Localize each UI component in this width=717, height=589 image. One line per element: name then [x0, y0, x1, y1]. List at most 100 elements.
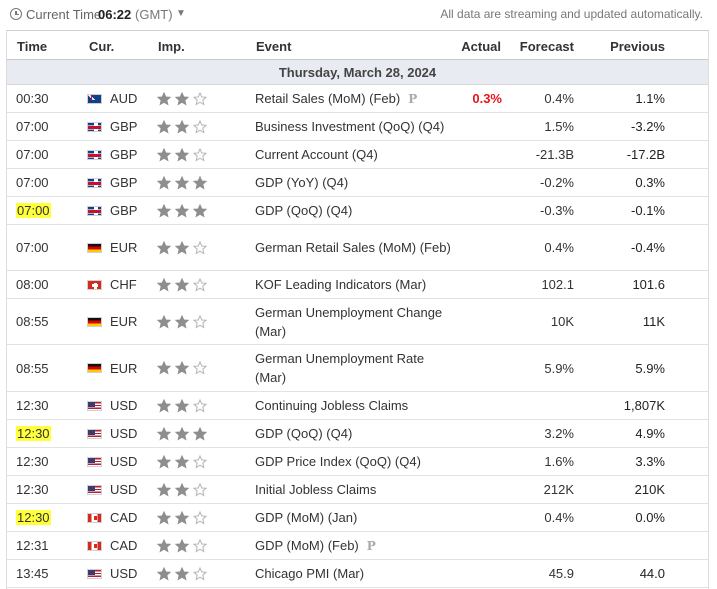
event-title[interactable]: Chicago PMI (Mar)	[255, 566, 365, 581]
event-row[interactable]: 08:55 EUR German Unemployment Rate (Mar) 5.…	[7, 345, 708, 392]
event-name[interactable]: Retail Sales (MoM) (Feb) P	[255, 85, 455, 112]
currency-code: GBP	[110, 119, 138, 134]
importance-stars	[157, 345, 227, 391]
event-time-text: 12:30	[16, 426, 51, 441]
event-row[interactable]: 12:30 USD GDP Price Index (QoQ) (Q4) 1.6% 3.…	[7, 448, 708, 476]
event-name[interactable]: GDP (QoQ) (Q4)	[255, 420, 455, 447]
star-filled-icon	[175, 240, 189, 255]
event-title[interactable]: Continuing Jobless Claims	[255, 398, 409, 413]
star-empty-icon	[193, 538, 207, 553]
event-time-text: 08:00	[16, 277, 49, 292]
event-name-text[interactable]: GDP (MoM) (Jan)	[255, 508, 357, 527]
event-row[interactable]: 07:00 GBP GDP (YoY) (Q4) -0.2% 0.3%	[7, 169, 708, 197]
actual-value: 0.3%	[472, 91, 502, 106]
event-time-text: 12:30	[16, 510, 51, 525]
event-name[interactable]: Continuing Jobless Claims	[255, 392, 455, 419]
event-name-text[interactable]: Business Investment (QoQ) (Q4)	[255, 117, 444, 136]
event-title[interactable]: GDP (MoM) (Jan)	[255, 510, 358, 525]
previous-value: 11K	[642, 314, 665, 329]
event-currency: USD	[87, 448, 157, 475]
event-name-text[interactable]: Retail Sales (MoM) (Feb) P	[255, 89, 417, 109]
event-title[interactable]: GDP (QoQ) (Q4)	[255, 203, 353, 218]
event-row[interactable]: 12:30 USD Continuing Jobless Claims 1,807K	[7, 392, 708, 420]
event-time-text: 07:00	[16, 175, 49, 190]
event-time-text: 12:30	[16, 482, 49, 497]
event-row[interactable]: 13:45 USD Chicago PMI (Mar) 45.9 44.0	[7, 560, 708, 588]
event-time: 08:55	[7, 299, 79, 344]
flag-icon	[87, 540, 102, 551]
event-title[interactable]: KOF Leading Indicators (Mar)	[255, 277, 427, 292]
star-filled-icon	[157, 538, 171, 553]
star-filled-icon	[157, 426, 171, 441]
event-row[interactable]: 12:30 USD GDP (QoQ) (Q4) 3.2% 4.9%	[7, 420, 708, 448]
chevron-down-icon[interactable]: ▼	[176, 8, 186, 19]
star-filled-icon	[157, 566, 171, 581]
event-name[interactable]: GDP (YoY) (Q4)	[255, 169, 455, 196]
event-time: 08:00	[7, 271, 79, 298]
event-name-text[interactable]: Current Account (Q4)	[255, 145, 378, 164]
event-row[interactable]: 07:00 GBP Current Account (Q4) -21.3B -17.2B	[7, 141, 708, 169]
event-title[interactable]: Business Investment (QoQ) (Q4)	[255, 119, 445, 134]
flag-icon	[87, 177, 102, 188]
event-previous: -17.2B	[627, 141, 665, 168]
event-currency: USD	[87, 476, 157, 503]
event-title[interactable]: Initial Jobless Claims	[255, 482, 377, 497]
event-time: 07:00	[7, 169, 79, 196]
event-row[interactable]: 00:30 AUD Retail Sales (MoM) (Feb) P 0.3% 0.4…	[7, 85, 708, 113]
event-name-text[interactable]: German Unemployment Change (Mar)	[255, 303, 455, 341]
event-name[interactable]: GDP (MoM) (Feb) P	[255, 532, 455, 559]
event-name[interactable]: KOF Leading Indicators (Mar)	[255, 271, 455, 298]
event-row[interactable]: 07:00 EUR German Retail Sales (MoM) (Feb) 0…	[7, 225, 708, 271]
event-row[interactable]: 07:00 GBP GDP (QoQ) (Q4) -0.3% -0.1%	[7, 197, 708, 225]
event-name-text[interactable]: KOF Leading Indicators (Mar)	[255, 275, 426, 294]
event-title[interactable]: German Retail Sales (MoM) (Feb)	[255, 240, 451, 255]
event-name-text[interactable]: Initial Jobless Claims	[255, 480, 376, 499]
event-name-text[interactable]: GDP (YoY) (Q4)	[255, 173, 348, 192]
event-time: 13:45	[7, 560, 79, 587]
event-name-text[interactable]: GDP (QoQ) (Q4)	[255, 201, 352, 220]
event-name[interactable]: Business Investment (QoQ) (Q4)	[255, 113, 455, 140]
event-name-text[interactable]: Chicago PMI (Mar)	[255, 564, 364, 583]
event-forecast: 1.5%	[544, 113, 574, 140]
event-name[interactable]: Current Account (Q4)	[255, 141, 455, 168]
event-row[interactable]: 12:31 CAD GDP (MoM) (Feb) P	[7, 532, 708, 560]
event-title[interactable]: GDP Price Index (QoQ) (Q4)	[255, 454, 421, 469]
event-time-text: 00:30	[16, 91, 49, 106]
event-name-text[interactable]: German Unemployment Rate (Mar)	[255, 349, 455, 387]
event-name[interactable]: Chicago PMI (Mar)	[255, 560, 455, 587]
event-name[interactable]: German Unemployment Rate (Mar)	[255, 345, 455, 391]
event-currency: GBP	[87, 197, 157, 224]
event-row[interactable]: 12:30 USD Initial Jobless Claims 212K 210K	[7, 476, 708, 504]
event-name-text[interactable]: German Retail Sales (MoM) (Feb)	[255, 238, 451, 257]
event-name[interactable]: German Retail Sales (MoM) (Feb)	[255, 225, 455, 270]
event-title[interactable]: German Unemployment Rate (Mar)	[255, 351, 425, 385]
event-row[interactable]: 12:30 CAD GDP (MoM) (Jan) 0.4% 0.0%	[7, 504, 708, 532]
event-name-text[interactable]: GDP Price Index (QoQ) (Q4)	[255, 452, 421, 471]
event-title[interactable]: GDP (QoQ) (Q4)	[255, 426, 353, 441]
previous-value: 1.1%	[635, 91, 665, 106]
event-previous: -0.4%	[631, 225, 665, 270]
event-title[interactable]: German Unemployment Change (Mar)	[255, 304, 443, 339]
event-currency: EUR	[87, 225, 157, 270]
event-name[interactable]: GDP (MoM) (Jan)	[255, 504, 455, 531]
event-name[interactable]: Initial Jobless Claims	[255, 476, 455, 503]
previous-value: -0.1%	[631, 203, 665, 218]
star-filled-icon	[157, 91, 171, 106]
event-title[interactable]: GDP (YoY) (Q4)	[255, 175, 349, 190]
event-name[interactable]: GDP (QoQ) (Q4)	[255, 197, 455, 224]
timezone-selector[interactable]: (GMT)	[135, 7, 173, 22]
event-name-text[interactable]: GDP (MoM) (Feb) P	[255, 536, 376, 556]
star-empty-icon	[193, 314, 207, 329]
event-name[interactable]: German Unemployment Change (Mar)	[255, 299, 455, 344]
event-row[interactable]: 08:55 EUR German Unemployment Change (Mar)…	[7, 299, 708, 345]
event-title[interactable]: GDP (MoM) (Feb)	[255, 537, 359, 553]
event-row[interactable]: 08:00 CHF KOF Leading Indicators (Mar) 102.…	[7, 271, 708, 299]
event-name[interactable]: GDP Price Index (QoQ) (Q4)	[255, 448, 455, 475]
event-title[interactable]: Current Account (Q4)	[255, 147, 378, 162]
event-name-text[interactable]: GDP (QoQ) (Q4)	[255, 424, 352, 443]
event-row[interactable]: 07:00 GBP Business Investment (QoQ) (Q4) 1.…	[7, 113, 708, 141]
event-name-text[interactable]: Continuing Jobless Claims	[255, 396, 408, 415]
star-filled-icon	[175, 566, 189, 581]
event-title[interactable]: Retail Sales (MoM) (Feb)	[255, 90, 401, 106]
star-filled-icon	[157, 361, 171, 375]
